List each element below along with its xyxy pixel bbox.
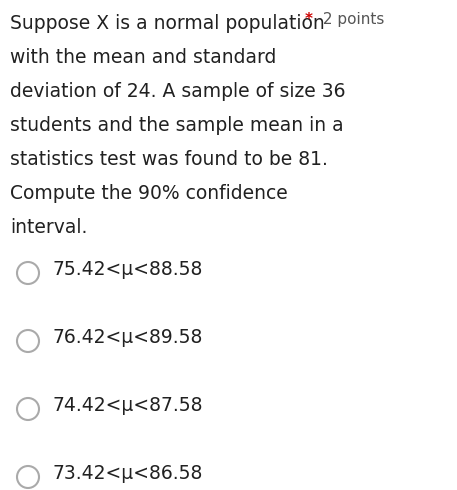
Text: with the mean and standard: with the mean and standard (10, 48, 276, 67)
Text: students and the sample mean in a: students and the sample mean in a (10, 116, 344, 135)
Text: statistics test was found to be 81.: statistics test was found to be 81. (10, 150, 328, 169)
Text: 73.42<μ<86.58: 73.42<μ<86.58 (52, 464, 202, 483)
Text: 74.42<μ<87.58: 74.42<μ<87.58 (52, 396, 202, 415)
Text: Compute the 90% confidence: Compute the 90% confidence (10, 184, 288, 203)
Text: 75.42<μ<88.58: 75.42<μ<88.58 (52, 260, 202, 279)
Text: interval.: interval. (10, 218, 87, 237)
Text: deviation of 24. A sample of size 36: deviation of 24. A sample of size 36 (10, 82, 345, 101)
Text: 2 points: 2 points (318, 12, 384, 27)
Text: Suppose X is a normal population: Suppose X is a normal population (10, 14, 325, 33)
Text: 76.42<μ<89.58: 76.42<μ<89.58 (52, 328, 202, 347)
Text: *: * (305, 12, 313, 27)
